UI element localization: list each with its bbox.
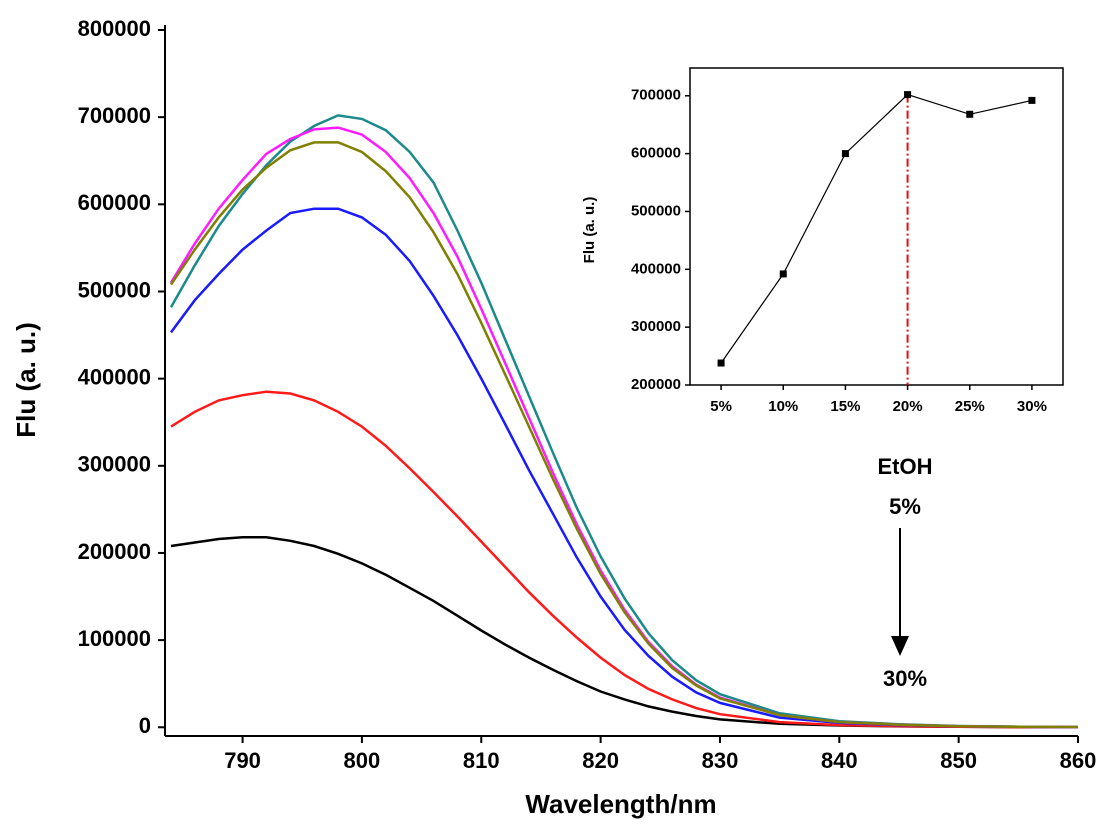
inset-marker bbox=[841, 150, 849, 158]
inset-x-tick-label: 10% bbox=[768, 398, 798, 415]
inset-marker bbox=[717, 359, 725, 367]
spectrum-line bbox=[170, 390, 1078, 729]
inset-x-tick-label: 30% bbox=[1017, 398, 1047, 415]
y-tick-label: 0 bbox=[139, 713, 151, 738]
inset-marker bbox=[966, 110, 974, 118]
spectrum-line bbox=[169, 114, 1078, 729]
x-tick-label: 790 bbox=[224, 748, 261, 773]
inset-x-tick-label: 25% bbox=[955, 398, 985, 415]
spectrum-line bbox=[169, 126, 1078, 729]
x-tick-label: 830 bbox=[702, 748, 739, 773]
inset-y-tick-label: 200000 bbox=[631, 376, 681, 393]
y-tick-label: 500000 bbox=[78, 277, 151, 302]
x-tick-label: 820 bbox=[582, 748, 619, 773]
inset-x-tick-label: 15% bbox=[830, 398, 860, 415]
inset-y-tick-label: 700000 bbox=[631, 87, 681, 104]
y-tick-label: 700000 bbox=[78, 103, 151, 128]
inset-marker bbox=[779, 270, 787, 278]
arrow-head bbox=[891, 636, 909, 656]
annotation: EtOH bbox=[878, 454, 933, 479]
inset-y-tick-label: 400000 bbox=[631, 260, 681, 277]
inset-marker bbox=[904, 91, 912, 99]
inset-y-axis-label: Flu (a. u.) bbox=[581, 197, 598, 264]
x-tick-label: 860 bbox=[1060, 748, 1097, 773]
y-tick-label: 400000 bbox=[78, 364, 151, 389]
inset-y-tick-label: 300000 bbox=[631, 318, 681, 335]
inset-y-tick-label: 500000 bbox=[631, 202, 681, 219]
x-tick-label: 810 bbox=[463, 748, 500, 773]
spectrum-line bbox=[169, 207, 1078, 729]
x-axis-label: Wavelength/nm bbox=[525, 789, 716, 819]
y-tick-label: 100000 bbox=[78, 626, 151, 651]
x-tick-label: 850 bbox=[940, 748, 977, 773]
y-tick-label: 600000 bbox=[78, 190, 151, 215]
plot-lines bbox=[169, 114, 1078, 729]
y-tick-label: 300000 bbox=[78, 452, 151, 477]
y-axis-label: Flu (a. u.) bbox=[11, 322, 41, 438]
spectrum-line bbox=[169, 141, 1078, 729]
inset-y-tick-label: 600000 bbox=[631, 145, 681, 162]
inset-line bbox=[720, 93, 1033, 364]
annotation: 5% bbox=[889, 494, 921, 519]
inset-x-tick-label: 20% bbox=[893, 398, 923, 415]
inset-marker bbox=[1028, 96, 1036, 104]
y-tick-label: 800000 bbox=[78, 16, 151, 41]
annotation: 30% bbox=[883, 666, 927, 691]
x-tick-label: 840 bbox=[821, 748, 858, 773]
inset-frame bbox=[689, 67, 1064, 386]
spectrum-line bbox=[170, 536, 1078, 729]
x-tick-label: 800 bbox=[344, 748, 381, 773]
y-tick-label: 200000 bbox=[78, 539, 151, 564]
inset-x-tick-label: 5% bbox=[710, 398, 732, 415]
